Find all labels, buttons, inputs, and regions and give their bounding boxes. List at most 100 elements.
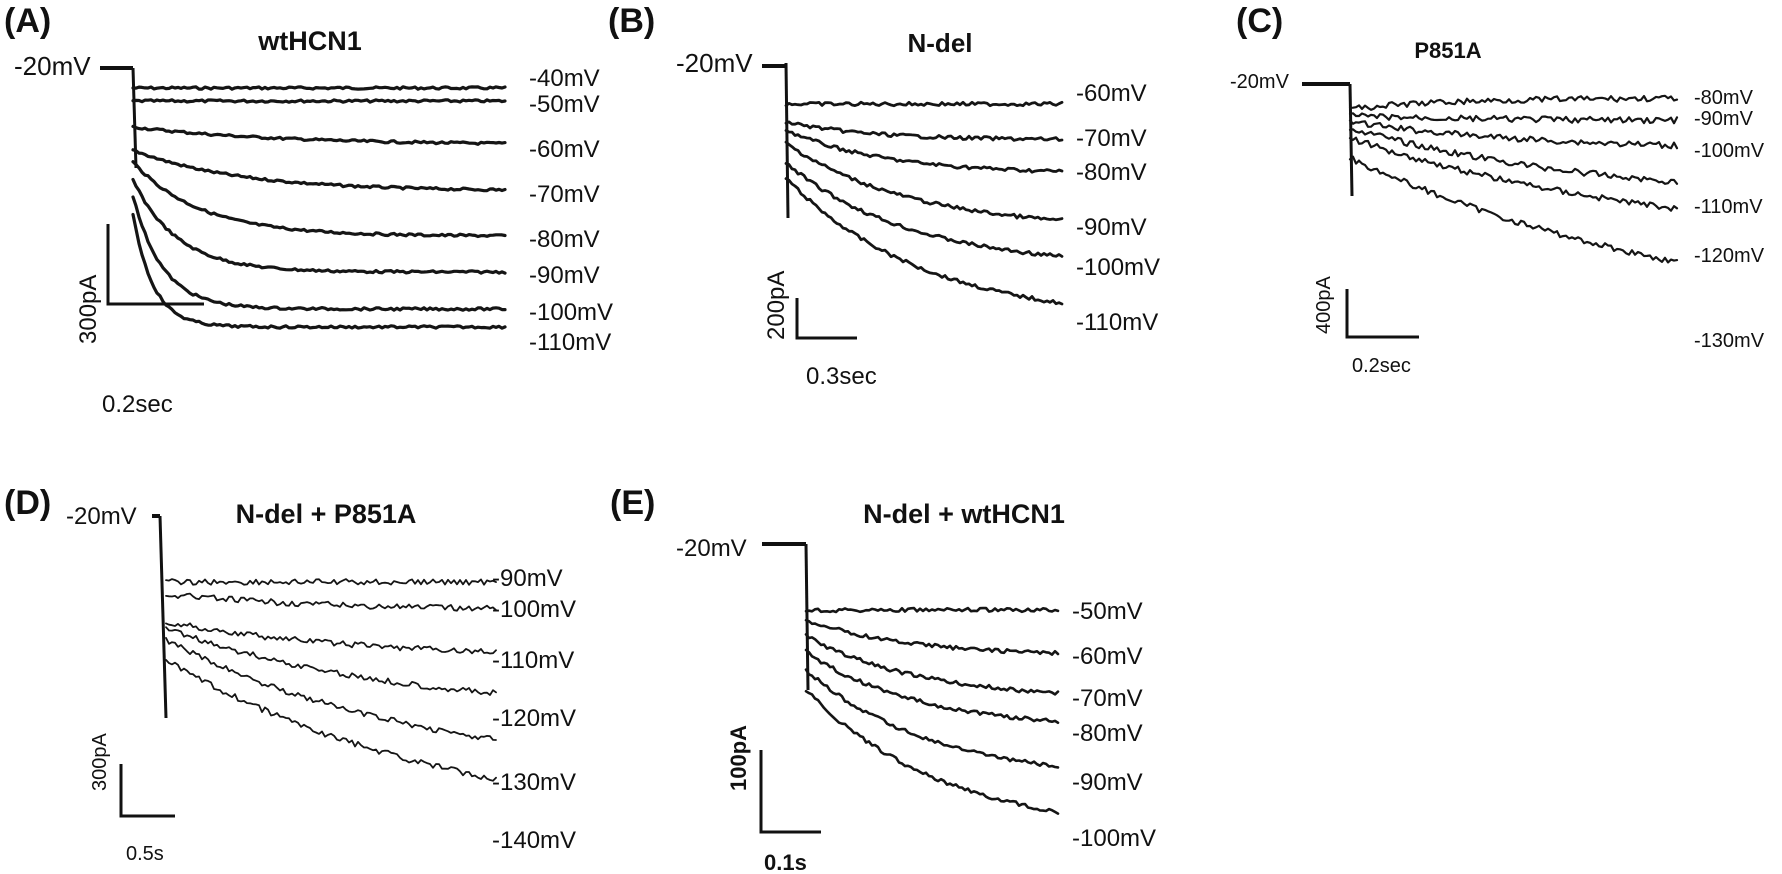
panel-b: (B) N-del -20mV -60mV -70mV -80mV -90mV -100mV -… xyxy=(608,2,1160,390)
voltage-step-label: -110mV xyxy=(1076,309,1158,336)
current-trace xyxy=(804,606,1060,614)
panel-label: (B) xyxy=(608,2,655,40)
voltage-step-label: -60mV xyxy=(529,136,600,163)
panel-label: (E) xyxy=(610,484,655,522)
current-trace xyxy=(131,148,507,193)
voltage-step-label: -90mV xyxy=(1076,214,1147,241)
voltage-step-label: -90mV xyxy=(492,565,563,592)
panel-title: N-del xyxy=(908,28,973,58)
voltage-step-label: -100mV xyxy=(1072,825,1156,852)
current-trace xyxy=(165,622,497,655)
capacitive-step-transient xyxy=(804,543,810,691)
current-trace xyxy=(784,120,1064,142)
panel-c: (C) P851A -20mV -80mV-90mV -100mV -110mV -120m… xyxy=(1230,2,1765,377)
scale-bar-current-label: 300pA xyxy=(75,275,102,344)
panel-a: (A) wtHCN1 -20mV -40mV-50mV -60mV -70mV -80mV -… xyxy=(4,2,613,418)
scale-bar xyxy=(759,750,821,834)
voltage-step-label: -140mV xyxy=(492,827,576,854)
panel-title: wtHCN1 xyxy=(257,26,362,56)
panel-label: (D) xyxy=(4,484,51,522)
current-trace xyxy=(804,690,1060,815)
current-trace xyxy=(165,659,497,782)
current-trace xyxy=(784,100,1064,108)
voltage-step-label: -90mV xyxy=(1072,769,1143,796)
holding-potential-label: -20mV xyxy=(66,503,137,530)
voltage-step-label: -100mV xyxy=(492,596,576,623)
current-trace xyxy=(131,195,507,312)
current-trace xyxy=(1348,112,1679,125)
current-trace xyxy=(1348,136,1679,212)
scale-bar xyxy=(795,298,857,340)
current-trace xyxy=(165,592,497,612)
voltage-step-label: -80mV xyxy=(1694,87,1754,109)
voltage-step-label: -110mV xyxy=(492,647,574,674)
voltage-step-label: -130mV xyxy=(492,769,576,796)
current-trace xyxy=(131,124,507,146)
panel-title: P851A xyxy=(1414,38,1481,63)
panel-d: (D) N-del + P851A -20mV -90mV -100mV -110mV -1… xyxy=(4,484,576,865)
capacitive-step-transient xyxy=(131,67,138,169)
current-trace xyxy=(131,177,507,275)
scale-bar-current-label: 300pA xyxy=(89,733,111,791)
voltage-step-label: -70mV xyxy=(1076,125,1147,152)
voltage-step-label: -80mV xyxy=(1072,720,1143,747)
voltage-step-label: -50mV xyxy=(1072,598,1143,625)
current-trace xyxy=(804,668,1060,769)
voltage-step-label: -80mV xyxy=(529,226,600,253)
panel-label: (C) xyxy=(1236,2,1283,40)
current-trace xyxy=(165,626,497,696)
current-trace xyxy=(1348,94,1679,111)
scale-bar-time-label: 0.1s xyxy=(764,850,807,874)
holding-potential-label: -20mV xyxy=(676,535,747,562)
current-trace xyxy=(1348,128,1679,185)
voltage-step-label: -70mV xyxy=(529,181,600,208)
voltage-step-label: -100mV xyxy=(1694,140,1765,162)
scale-bar xyxy=(1345,289,1419,339)
current-trace xyxy=(131,212,507,330)
scale-bar-time-label: 0.3sec xyxy=(806,363,877,390)
voltage-step-label: -50mV xyxy=(529,91,600,118)
panel-label: (A) xyxy=(4,2,51,40)
current-trace xyxy=(784,140,1064,222)
holding-potential-label: -20mV xyxy=(676,48,753,78)
capacitive-step-transient xyxy=(158,515,168,719)
current-trace xyxy=(804,618,1060,656)
capacitive-step-transient xyxy=(1348,83,1354,197)
scale-bar-time-label: 0.2sec xyxy=(102,391,173,418)
current-trace xyxy=(804,648,1060,724)
voltage-step-label: -120mV xyxy=(492,705,576,732)
voltage-step-label: -100mV xyxy=(529,299,613,326)
scale-bar xyxy=(119,764,175,818)
current-trace xyxy=(1348,155,1679,264)
voltage-step-label: -60mV xyxy=(1072,643,1143,670)
voltage-step-label: -120mV xyxy=(1694,245,1765,267)
panel-title: N-del + wtHCN1 xyxy=(863,499,1065,529)
panel-e: (E) N-del + wtHCN1 -20mV -50mV -60mV -70mV -80… xyxy=(610,484,1156,874)
voltage-step-label: -60mV xyxy=(1076,80,1147,107)
voltage-step-label: -70mV xyxy=(1072,685,1143,712)
panel-title: N-del + P851A xyxy=(236,499,417,529)
voltage-step-label: -100mV xyxy=(1076,254,1160,281)
current-trace xyxy=(131,98,507,104)
voltage-step-label: -90mV xyxy=(529,262,600,289)
scale-bar-time-label: 0.5s xyxy=(126,843,164,865)
current-trace xyxy=(784,129,1064,174)
holding-potential-label: -20mV xyxy=(1230,71,1290,93)
voltage-step-label: -110mV xyxy=(1694,196,1763,218)
current-trace xyxy=(784,162,1064,258)
scale-bar xyxy=(106,224,204,306)
current-trace xyxy=(131,160,507,239)
holding-potential-label: -20mV xyxy=(14,51,91,81)
current-trace xyxy=(804,633,1060,696)
current-trace xyxy=(131,85,507,91)
voltage-step-label: -80mV xyxy=(1076,159,1147,186)
current-trace xyxy=(784,177,1064,306)
voltage-step-label: -40mV xyxy=(529,65,600,92)
current-trace xyxy=(1348,119,1679,150)
capacitive-step-transient xyxy=(784,62,790,219)
scale-bar-current-label: 400pA xyxy=(1313,276,1335,334)
voltage-step-label: -130mV xyxy=(1694,330,1765,352)
current-trace xyxy=(165,637,497,741)
scale-bar-current-label: 100pA xyxy=(726,725,751,791)
voltage-step-label: -110mV xyxy=(529,329,611,356)
